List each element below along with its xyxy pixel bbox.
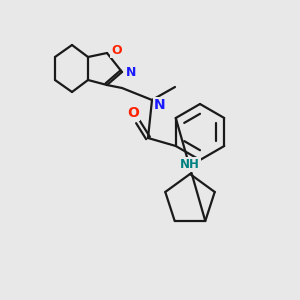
Text: N: N	[154, 98, 166, 112]
Text: N: N	[126, 65, 136, 79]
Text: NH: NH	[180, 158, 200, 171]
Text: O: O	[127, 106, 139, 120]
Text: O: O	[111, 44, 122, 58]
